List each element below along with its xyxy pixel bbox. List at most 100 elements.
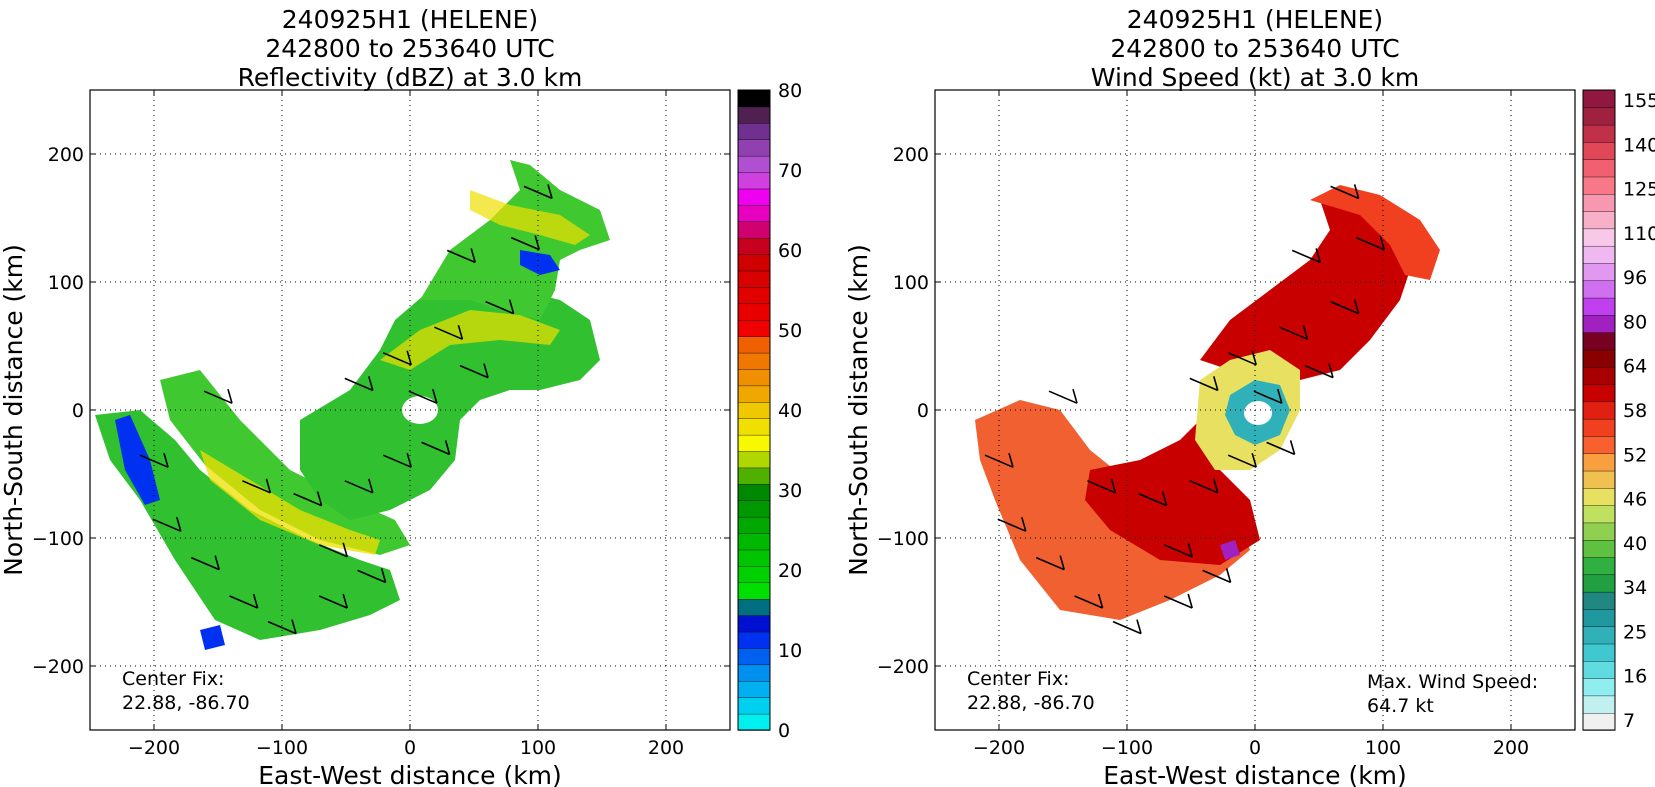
reflectivity-blue-patch [115, 415, 160, 505]
wind-barb-flag [1213, 478, 1219, 494]
reflectivity-band-yellow-3 [470, 190, 590, 245]
reflectivity-band-south [95, 410, 400, 640]
colorbar-segment [1582, 366, 1616, 385]
wind-barb-flag [1251, 350, 1257, 366]
colorbar-segment [1582, 210, 1616, 230]
colorbar-segment [737, 188, 771, 206]
wind-barb [344, 480, 374, 494]
y-axis-label: North-South distance (km) [844, 244, 873, 576]
x-tick-label: 200 [648, 737, 684, 759]
wind-barb-flag [1059, 555, 1065, 570]
wind-barb [1304, 364, 1334, 379]
wind-barb [1112, 620, 1142, 635]
y-tick-label: 200 [48, 144, 84, 166]
colorbar-segment [737, 385, 771, 403]
colorbar-tick-label: 52 [1623, 444, 1647, 466]
center-fix-value: 22.88, -86.70 [967, 692, 1095, 714]
wind-speed-field [975, 185, 1440, 620]
max-wind-label: Max. Wind Speed: [1367, 671, 1538, 693]
x-tick-label: 0 [1249, 737, 1261, 759]
x-tick-label: 200 [1493, 737, 1529, 759]
chart-title-line: 242800 to 253640 UTC [265, 34, 554, 63]
wind-barb [1253, 390, 1283, 404]
wind-barb-flag [342, 593, 348, 609]
colorbar-segment [737, 286, 771, 305]
wind-barb-flag [432, 388, 438, 404]
wind-barb [318, 595, 348, 609]
center-fix-label: Center Fix: [122, 668, 224, 690]
y-tick-label: 0 [917, 400, 929, 422]
wind-barb [382, 352, 412, 366]
colorbar-segment [737, 696, 771, 715]
colorbar-tick-label: 110 [1623, 223, 1655, 245]
colorbar-segment [737, 680, 771, 698]
wind-speed-panel: −200 −100 0 100 200 −200 −100 0 100 200 240925H1 (… [844, 5, 1655, 787]
colorbar-frame [737, 89, 771, 731]
colorbar-segment [737, 598, 771, 616]
colorbar-tick-label: 155 [1623, 90, 1655, 112]
colorbar-segment [737, 631, 771, 649]
y-tick-label: −100 [32, 528, 84, 550]
wind-barb-flag [316, 491, 323, 506]
colorbar-segment [1582, 280, 1616, 299]
colorbar-segment [1582, 626, 1616, 645]
wind-barb [1163, 544, 1193, 558]
wind-barb-flag [1289, 440, 1296, 455]
wind-barb [1138, 492, 1167, 507]
wind-barb-flag [1187, 542, 1193, 558]
colorbar-segment [737, 434, 771, 452]
x-tick-label: 100 [520, 737, 556, 759]
wind-barb [267, 620, 297, 635]
wind-barb-flag [1251, 452, 1257, 468]
wind-barb [357, 569, 386, 584]
wind-band-core [1085, 420, 1260, 565]
wind-barb [485, 300, 514, 315]
y-axis-label: North-South distance (km) [0, 244, 28, 576]
colorbar-segment [737, 155, 771, 173]
colorbar-segment [1582, 522, 1616, 541]
wind-barb-flag [444, 440, 451, 455]
wind-barb-flag [406, 350, 412, 366]
wind-barb-flag [547, 184, 553, 199]
center-fix-label: Center Fix: [967, 668, 1069, 690]
colorbar-tick-label: 50 [778, 320, 802, 342]
colorbar-tick-label: 80 [778, 80, 802, 102]
wind-barb-flag [342, 542, 348, 558]
wind-barb-flag [457, 324, 464, 340]
colorbar-segment [737, 532, 771, 551]
colorbar: 7 16 25 34 40 46 52 58 64 80 96 110 125 140 155 [1582, 89, 1655, 732]
wind-barb-flag [368, 376, 374, 391]
wind-barb [523, 185, 553, 200]
colorbar-segment [1582, 124, 1616, 143]
colorbar-segment [737, 270, 771, 288]
wind-barb [1163, 595, 1193, 609]
reflectivity-field [95, 160, 610, 650]
colorbar-tick-label: 64 [1623, 356, 1647, 378]
wind-barb [510, 236, 540, 251]
colorbar-tick-label: 0 [778, 720, 790, 742]
wind-barb [382, 454, 412, 468]
colorbar-segment [737, 319, 771, 337]
reflectivity-blue-patch-2 [200, 625, 225, 650]
colorbar-segment [1582, 107, 1616, 126]
colorbar-segment [737, 303, 771, 321]
colorbar-segment [737, 582, 771, 600]
colorbar-segment [1582, 539, 1616, 558]
wind-barb [344, 377, 374, 392]
wind-barb [446, 249, 476, 264]
chart-title-line: 242800 to 253640 UTC [1110, 34, 1399, 63]
colorbar-segment [1582, 487, 1616, 506]
wind-barb [1189, 377, 1219, 392]
colorbar-segment [1582, 331, 1616, 351]
wind-barb [139, 454, 169, 468]
wind-barb [152, 518, 182, 532]
wind-barb-flag [163, 452, 169, 468]
colorbar-segment [1582, 89, 1616, 108]
colorbar-segment [1582, 574, 1616, 593]
colorbar-segment [1582, 470, 1616, 489]
wind-barb [1074, 595, 1103, 609]
wind-max-patch [1220, 540, 1240, 560]
colorbar-segment [737, 516, 771, 534]
wind-barb [1279, 326, 1308, 340]
